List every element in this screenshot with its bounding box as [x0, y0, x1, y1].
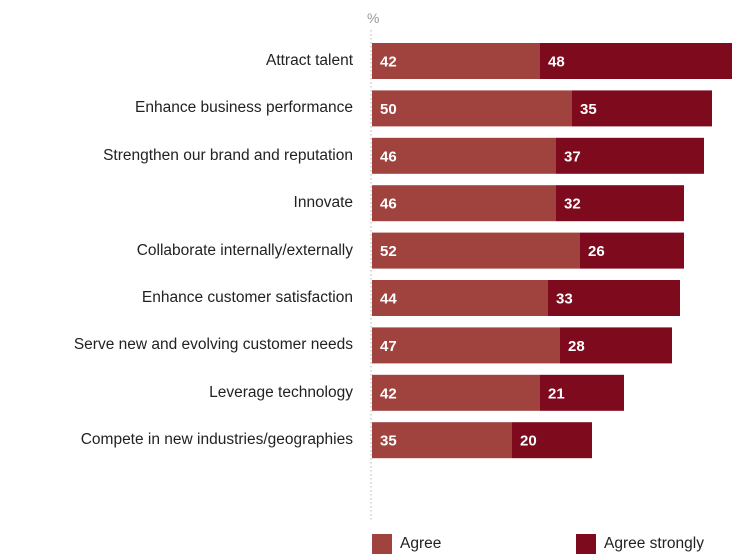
data-label: 32: [564, 196, 581, 213]
bar-segment-agree-strongly: [572, 90, 712, 127]
category-label: Innovate: [293, 194, 353, 212]
bar-segment-agree: [372, 327, 560, 364]
category-label: Serve new and evolving customer needs: [73, 336, 353, 354]
data-label: 28: [568, 338, 585, 355]
bar-segment-agree: [372, 90, 572, 127]
bar-segment-agree: [372, 422, 512, 459]
bar-segment-agree: [372, 280, 548, 316]
category-label: Leverage technology: [209, 383, 353, 401]
data-label: 20: [520, 433, 537, 450]
data-label: 21: [548, 385, 565, 402]
category-label: Attract talent: [265, 52, 353, 69]
data-label: 46: [380, 148, 397, 165]
bar-segment-agree: [372, 137, 556, 174]
data-label: 46: [380, 196, 397, 213]
legend-swatch-agree: [372, 534, 392, 554]
data-label: 42: [380, 54, 397, 71]
data-label: 26: [588, 243, 605, 260]
bar-segment-agree-strongly: [556, 185, 684, 222]
data-label: 35: [580, 101, 597, 118]
bar-segment-agree-strongly: [560, 327, 672, 364]
legend-swatch-agree-strongly: [576, 534, 596, 554]
category-label: Compete in new industries/geographies: [80, 431, 353, 449]
data-label: 50: [380, 101, 397, 118]
legend-label-agree-strongly: Agree strongly: [604, 535, 704, 552]
bar-segment-agree-strongly: [512, 422, 592, 459]
category-label: Collaborate internally/externally: [136, 241, 353, 259]
data-label: 47: [380, 338, 397, 355]
bar-segment-agree: [372, 185, 556, 222]
data-label: 33: [556, 291, 573, 308]
data-label: 35: [380, 433, 397, 450]
bar-segment-agree-strongly: [540, 43, 732, 79]
category-label: Enhance business performance: [135, 99, 353, 117]
legend-label-agree: Agree: [400, 535, 442, 552]
data-label: 37: [564, 148, 581, 165]
category-label: Enhance customer satisfaction: [141, 289, 353, 306]
unit-label: %: [367, 10, 380, 26]
bar-segment-agree-strongly: [540, 374, 624, 411]
bar-segment-agree-strongly: [556, 137, 704, 174]
bar-segment-agree-strongly: [548, 280, 680, 316]
data-label: 52: [380, 243, 397, 260]
bar-segment-agree-strongly: [580, 232, 684, 269]
bar-segment-agree: [372, 374, 540, 411]
data-label: 48: [548, 54, 565, 71]
data-label: 42: [380, 385, 397, 402]
bar-segment-agree: [372, 43, 540, 79]
data-label: 44: [380, 291, 397, 308]
category-label: Strengthen our brand and reputation: [103, 146, 353, 164]
bar-segment-agree: [372, 232, 580, 269]
